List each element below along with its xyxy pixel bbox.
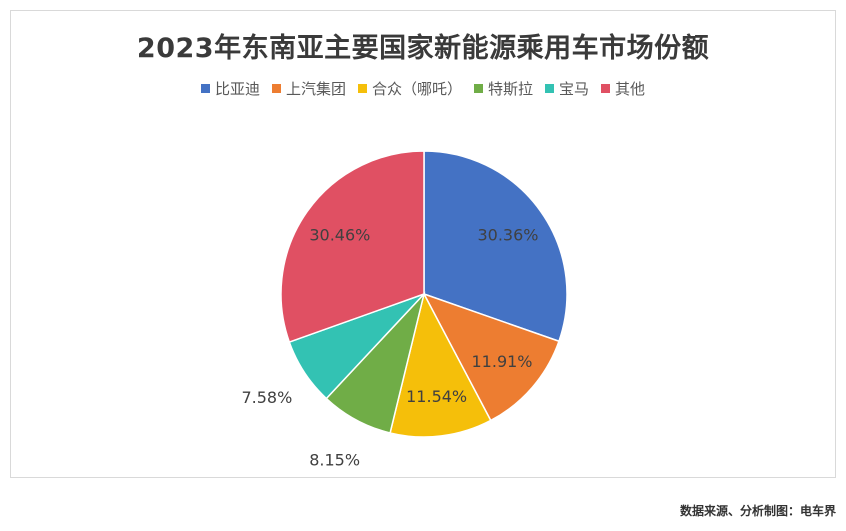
source-note: 数据来源、分析制图：电车界 [679, 504, 836, 518]
legend-item: 比亚迪 [200, 78, 260, 99]
data-label: 11.54% [406, 387, 467, 406]
legend-item: 其他 [601, 78, 645, 99]
data-label: 30.46% [309, 226, 370, 245]
data-label: 30.36% [477, 225, 538, 244]
legend-label: 其他 [615, 80, 646, 98]
pie-slice [389, 291, 492, 438]
data-label: 7.58% [241, 388, 292, 407]
legend-swatch [601, 84, 611, 93]
legend-label: 比亚迪 [214, 80, 260, 98]
legend-swatch [200, 84, 210, 93]
legend-swatch [271, 84, 281, 93]
legend-swatch [545, 84, 555, 93]
legend-swatch [474, 84, 483, 93]
data-label: 8.15% [309, 450, 360, 469]
pie-slice [423, 150, 568, 343]
legend-label: 上汽集团 [285, 80, 346, 98]
pie-slice [422, 292, 560, 422]
pie-slice [280, 150, 425, 344]
legend-item: 宝马 [545, 78, 589, 99]
legend-swatch [357, 84, 367, 93]
legend-item: 特斯拉 [474, 78, 533, 99]
legend-label: 合众（哪吒） [371, 80, 462, 98]
legend: 比亚迪 上汽集团 合众（哪吒） 特斯拉 宝马 其他 [0, 78, 846, 99]
legend-label: 特斯拉 [488, 80, 534, 98]
legend-item: 合众（哪吒） [357, 78, 462, 99]
legend-item: 上汽集团 [271, 78, 346, 99]
legend-label: 宝马 [559, 80, 590, 98]
data-label: 11.91% [472, 352, 533, 371]
chart-title: 2023年东南亚主要国家新能源乘用车市场份额 [136, 33, 710, 64]
